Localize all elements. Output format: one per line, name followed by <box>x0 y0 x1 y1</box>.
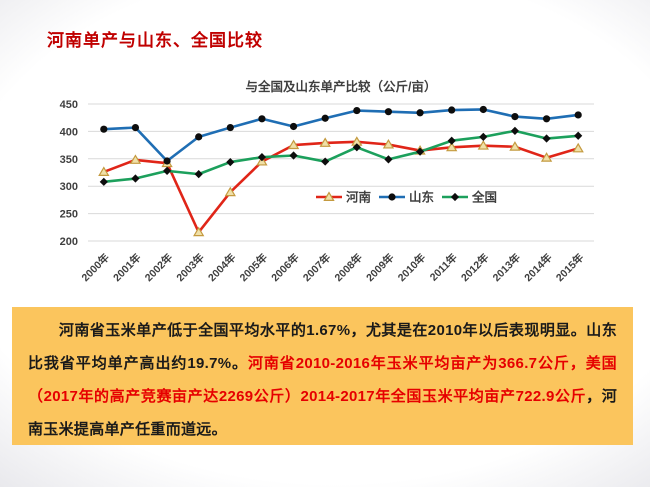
series-national-marker <box>447 136 456 145</box>
legend-marker-national <box>450 192 460 202</box>
y-tick-label: 250 <box>60 209 78 221</box>
summary-paragraph: 河南省玉米单产低于全国平均水平的1.67%，尤其是在2010年以后表现明显。山东… <box>28 314 617 446</box>
summary-segment-red: 河南省2010-2016年玉米平均亩产为366.7公斤，美国（2017年的高产竞… <box>28 355 617 405</box>
legend-marker-shandong <box>388 193 396 201</box>
series-national-marker <box>131 174 140 183</box>
series-henan-marker <box>224 186 236 197</box>
x-tick-label: 2003年 <box>174 251 207 284</box>
x-tick-label: 2012年 <box>458 251 491 284</box>
series-shandong-marker <box>479 105 487 114</box>
y-tick-label: 200 <box>60 236 78 248</box>
series-shandong-marker <box>195 133 203 141</box>
series-henan-marker <box>509 141 521 151</box>
series-henan-line <box>102 140 580 234</box>
series-shandong-marker <box>353 106 361 115</box>
series-shandong-marker <box>321 114 329 122</box>
legend-marker-henan <box>323 191 335 201</box>
series-shandong-marker <box>574 111 582 119</box>
y-tick-label: 350 <box>60 154 78 166</box>
series-henan-marker <box>129 154 142 164</box>
x-tick-label: 2004年 <box>205 251 238 284</box>
x-tick-label: 2015年 <box>553 251 586 284</box>
series-national-marker <box>194 170 203 179</box>
series-henan-marker <box>98 166 110 176</box>
x-tick-label: 2007年 <box>300 251 333 284</box>
series-national-marker <box>542 134 551 143</box>
x-tick-label: 2010年 <box>395 251 428 284</box>
summary-segment-black-1: 河南省玉米单产低于全国平均水平的1.67%，尤其是在2010年以后表现明显。山东… <box>28 322 617 372</box>
series-henan-marker <box>477 140 489 150</box>
legend-label-shandong: 山东 <box>409 190 435 205</box>
x-tick-label: 2001年 <box>110 251 143 284</box>
x-tick-label: 2011年 <box>427 251 460 284</box>
chart-title: 与全国及山东单产比较（公斤/亩） <box>245 80 437 94</box>
summary-text-box: 河南省玉米单产低于全国平均水平的1.67%，尤其是在2010年以后表现明显。山东… <box>12 307 633 445</box>
series-shandong-marker <box>163 157 171 165</box>
series-national-marker <box>574 131 583 140</box>
y-tick-label: 300 <box>60 181 78 193</box>
series-shandong-marker <box>384 108 393 116</box>
series-henan-marker <box>382 138 395 149</box>
y-tick-label: 450 <box>60 99 78 111</box>
series-shandong-marker <box>131 123 140 132</box>
x-tick-label: 2008年 <box>332 251 365 284</box>
series-national-marker <box>384 155 393 164</box>
x-tick-label: 2000年 <box>79 251 112 284</box>
series-shandong-line <box>102 108 580 163</box>
y-tick-label: 400 <box>60 126 78 138</box>
yield-comparison-chart: 与全国及山东单产比较（公斤/亩） 200 250 300 350 400 450 2000年… <box>0 70 650 308</box>
x-tick-label: 2005年 <box>237 251 270 284</box>
series-national-marker <box>510 126 520 135</box>
series-henan-marker <box>193 226 205 237</box>
legend-label-national: 全国 <box>471 190 497 205</box>
series-shandong-marker <box>289 122 298 131</box>
x-tick-label: 2009年 <box>363 251 396 284</box>
series-shandong-marker <box>258 115 266 123</box>
page-title: 河南单产与山东、全国比较 <box>47 31 263 50</box>
legend-label-henan: 河南 <box>346 190 372 205</box>
series-shandong-marker <box>511 113 519 121</box>
x-tick-label: 2014年 <box>522 251 555 284</box>
series-national-marker <box>99 177 108 186</box>
series-shandong-marker <box>448 106 456 114</box>
series-national-line <box>102 129 580 184</box>
x-tick-label: 2013年 <box>490 251 523 284</box>
series-national-marker <box>226 157 235 167</box>
series-national-marker <box>479 132 488 141</box>
series-shandong-marker <box>416 109 424 117</box>
x-tick-label: 2002年 <box>142 251 175 284</box>
series-shandong-marker <box>542 115 551 123</box>
series-shandong-marker <box>226 123 234 132</box>
series-henan-marker <box>319 137 331 147</box>
x-tick-label: 2006年 <box>269 251 302 284</box>
series-henan-marker <box>446 141 458 152</box>
series-henan-marker <box>287 139 300 150</box>
series-henan-marker <box>572 142 584 153</box>
series-henan-marker <box>540 152 553 162</box>
series-shandong-marker <box>100 125 108 133</box>
series-national-marker <box>162 166 172 175</box>
summary-segment-black-2: ，河南玉米提高单产任重而道远。 <box>28 388 617 438</box>
